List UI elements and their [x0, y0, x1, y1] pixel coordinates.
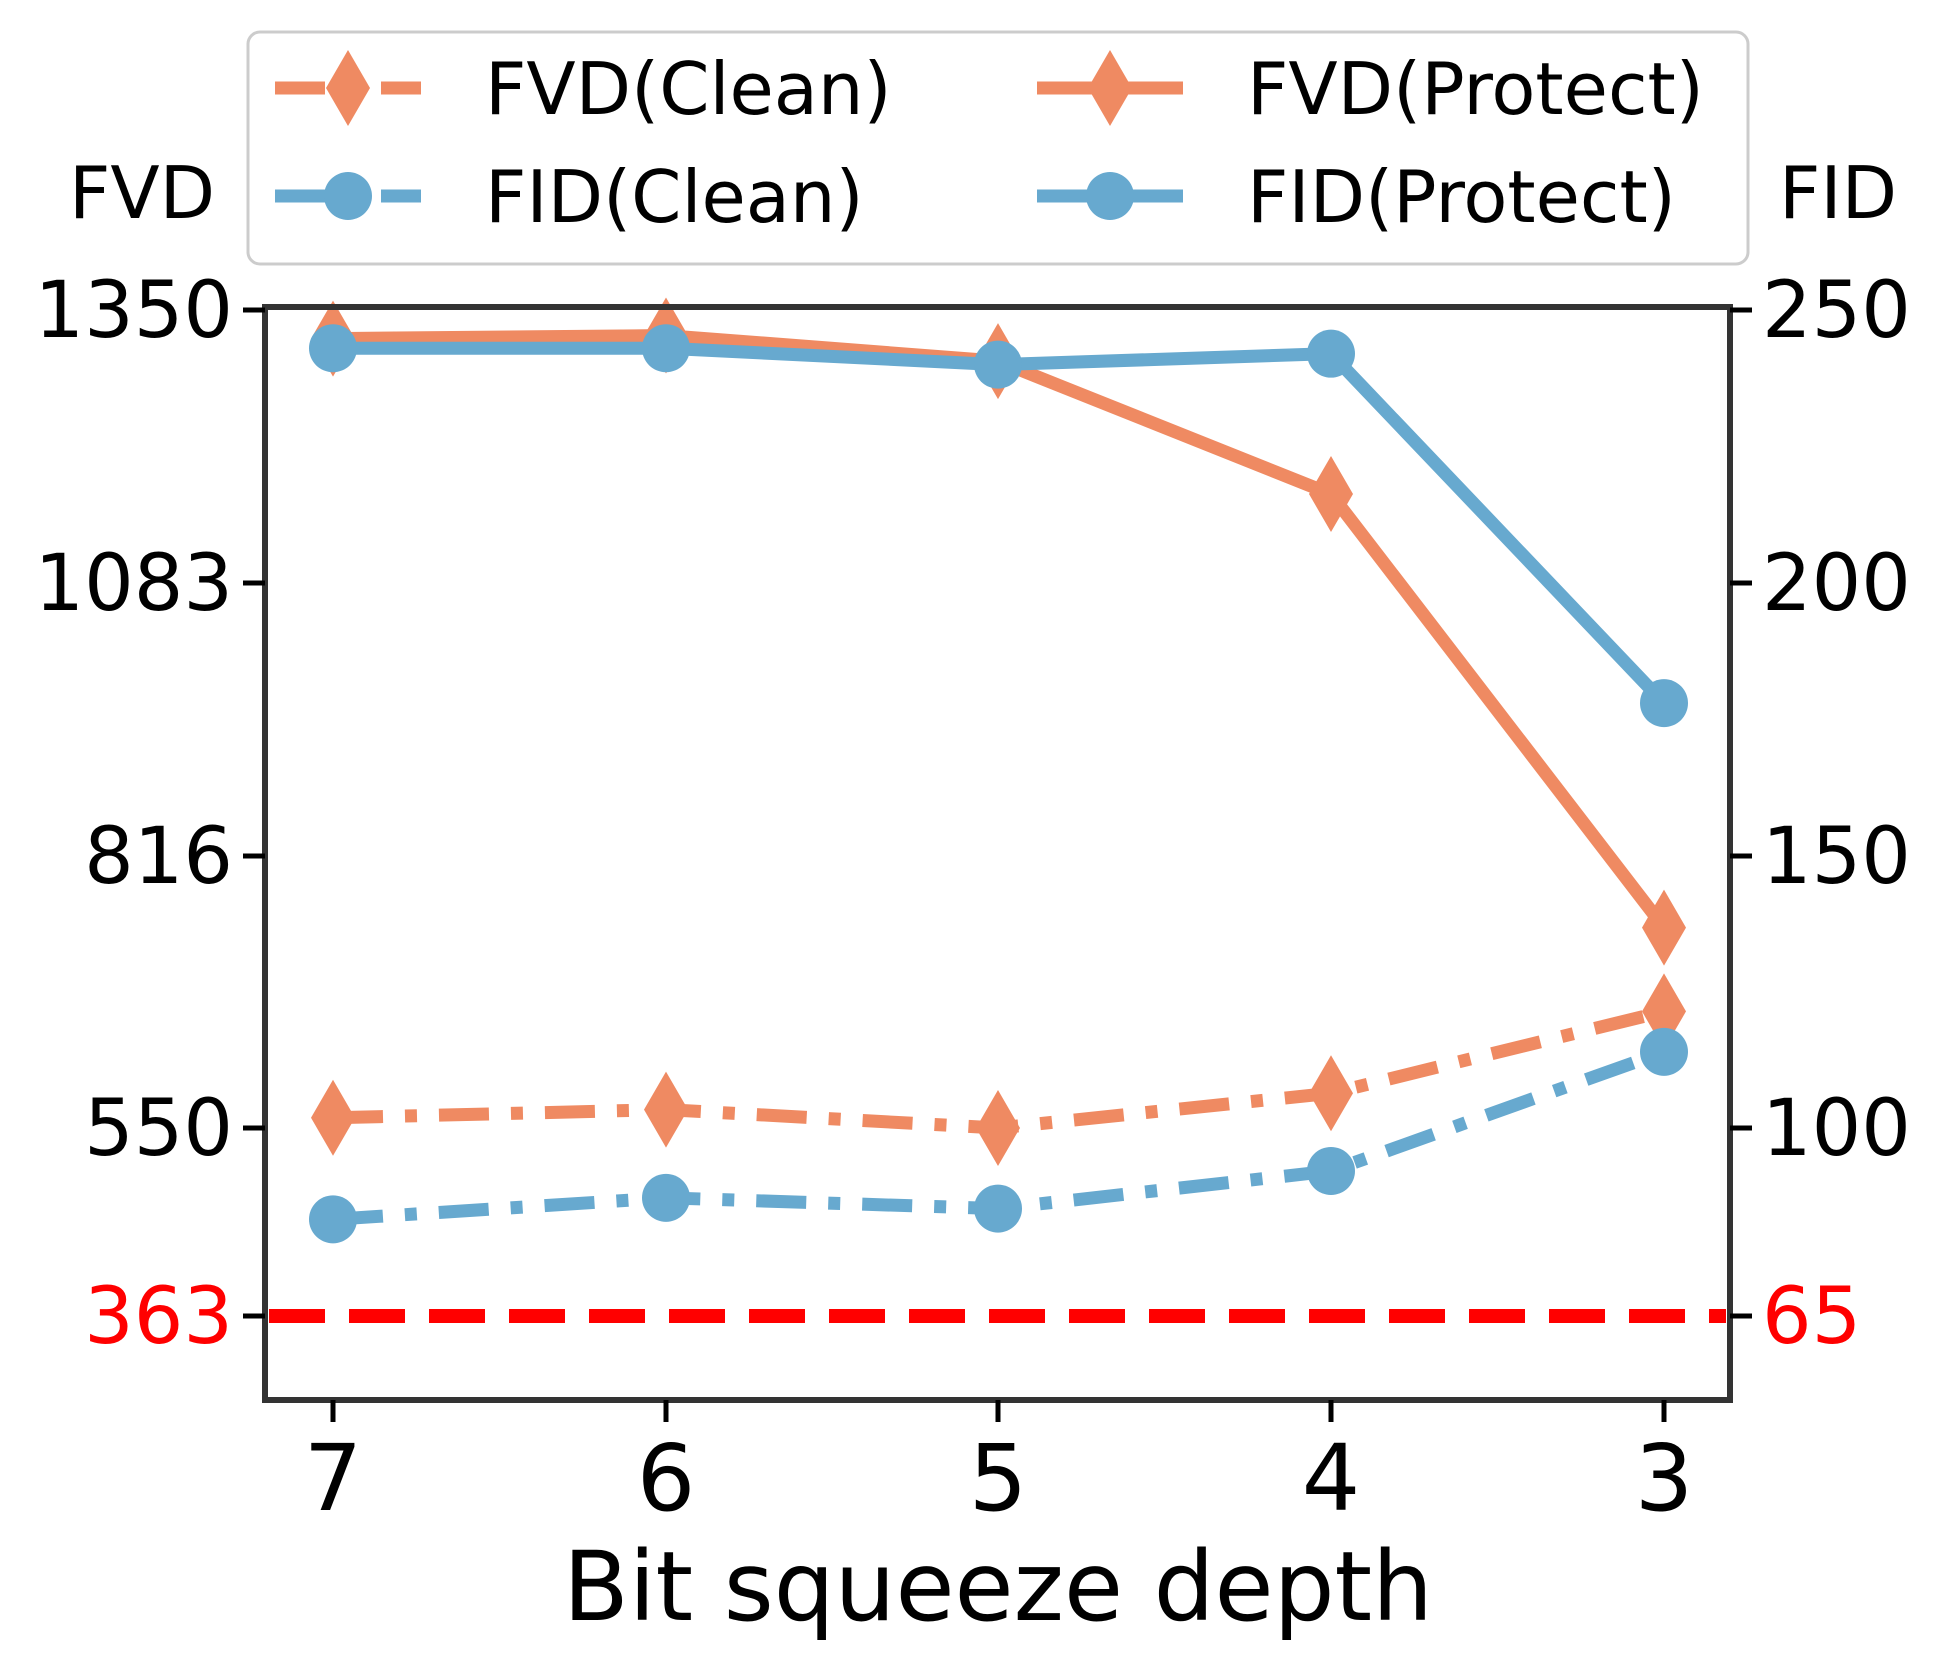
- right-tick-label: 100: [1762, 1084, 1911, 1174]
- legend-label: FID(Clean): [485, 155, 864, 239]
- legend-entry: FVD(Protect): [1037, 47, 1704, 131]
- plot-frame: [262, 304, 1733, 1403]
- series-point: [1309, 1055, 1353, 1132]
- x-tick-label: 6: [637, 1425, 696, 1532]
- series-fvd-clean: [311, 973, 1686, 1166]
- series-point: [1309, 456, 1353, 533]
- series-point: [1640, 1027, 1688, 1076]
- series-point: [974, 340, 1022, 389]
- legend-marker: [1086, 172, 1134, 220]
- series-point: [309, 1195, 357, 1244]
- series-point: [644, 1071, 688, 1148]
- series-point: [1307, 329, 1355, 378]
- left-ref-label: 363: [84, 1272, 233, 1362]
- left-axis-title: FVD: [69, 151, 215, 235]
- series-line: [332, 329, 1670, 932]
- series-point: [976, 1090, 1020, 1166]
- series-point: [974, 1184, 1022, 1233]
- legend-marker: [324, 172, 372, 220]
- right-tick-label: 150: [1762, 812, 1911, 902]
- legend-entry: FID(Clean): [275, 155, 864, 239]
- series-fid-protect: [309, 324, 1688, 728]
- legend: FVD(Clean) FVD(Protect) FID(Clean) FID(Prot…: [275, 47, 1704, 239]
- series-point: [1307, 1146, 1355, 1195]
- legend-marker: [1088, 50, 1132, 126]
- series-point: [642, 1173, 690, 1222]
- right-tick-label: 250: [1762, 266, 1911, 356]
- legend-entry: FVD(Clean): [275, 47, 892, 131]
- left-tick-label: 816: [84, 812, 233, 902]
- x-tick-label: 4: [1302, 1425, 1361, 1532]
- legend-label: FVD(Protect): [1247, 47, 1704, 131]
- right-axis-title: FID: [1779, 151, 1897, 235]
- x-tick-label: 7: [304, 1425, 363, 1532]
- series-point: [309, 324, 357, 373]
- legend-label: FID(Protect): [1247, 155, 1676, 239]
- series-line: [333, 341, 1669, 708]
- series-fvd-protect: [311, 297, 1686, 966]
- series-point: [1642, 973, 1686, 1050]
- legend-label: FVD(Clean): [485, 47, 892, 131]
- series-point: [642, 324, 690, 373]
- right-tick-label: 200: [1762, 539, 1911, 629]
- legend-box: [246, 30, 1750, 266]
- left-tick-label: 550: [84, 1084, 233, 1174]
- x-tick-label: 5: [969, 1425, 1028, 1532]
- x-axis-label: Bit squeeze depth: [563, 1531, 1433, 1643]
- series-point: [1642, 889, 1686, 966]
- right-ref-label: 65: [1762, 1272, 1861, 1362]
- legend-entry: FID(Protect): [1037, 155, 1676, 239]
- series-fid-clean: [309, 1027, 1688, 1244]
- x-tick-label: 3: [1635, 1425, 1694, 1532]
- series-layer: [309, 297, 1688, 1244]
- left-tick-label: 1083: [34, 539, 233, 629]
- legend-marker: [326, 50, 370, 126]
- left-tick-label: 1350: [34, 266, 233, 356]
- series-point: [1640, 679, 1688, 728]
- series-point: [311, 1079, 355, 1156]
